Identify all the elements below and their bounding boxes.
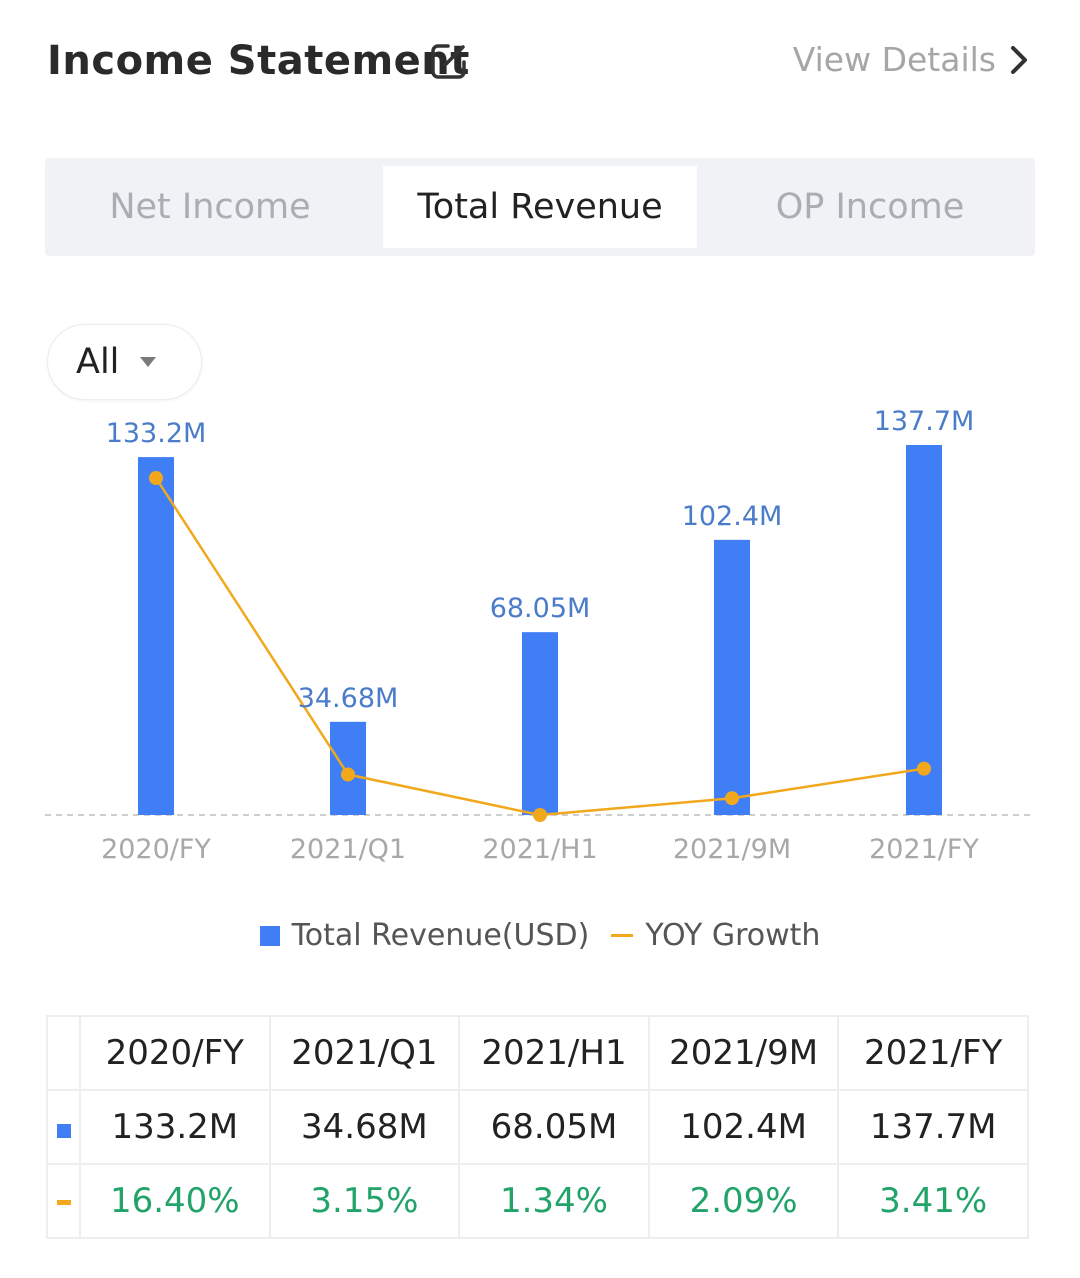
edit-icon[interactable] [428, 40, 470, 82]
table-cell: 34.68M [268, 1089, 461, 1165]
legend-bar-swatch [259, 925, 280, 946]
table-header-cell: 2021/9M [647, 1015, 840, 1091]
x-tick-label: 2021/FY [869, 834, 979, 865]
tab-net-income[interactable]: Net Income [109, 187, 311, 227]
legend-label-yoy: YOY Growth [645, 918, 821, 953]
yoy-point-2021-h1 [533, 808, 547, 822]
bar-value-label: 133.2M [106, 418, 207, 449]
metric-tabs: Net Income Total Revenue OP Income [45, 158, 1035, 256]
table-header-cell: 2021/Q1 [268, 1015, 461, 1091]
caret-down-icon [140, 357, 157, 367]
table-row-revenue: 133.2M 34.68M 68.05M 102.4M 137.7M [46, 1089, 1029, 1165]
growth-marker-icon [56, 1200, 71, 1205]
bar-2020-fy [138, 457, 174, 815]
bar-value-label: 34.68M [298, 683, 399, 714]
bar-2021-9m [714, 539, 750, 815]
table-cell: 133.2M [79, 1089, 271, 1165]
legend-item-yoy[interactable]: YOY Growth [611, 918, 820, 953]
chart-legend: Total Revenue(USD) YOY Growth [0, 918, 1080, 953]
header: Income Statement View Details [0, 0, 1080, 120]
table-cell: 3.15% [268, 1163, 461, 1239]
revenue-marker-icon [56, 1124, 71, 1138]
table-cell: 68.05M [458, 1089, 650, 1165]
x-tick-label: 2021/9M [673, 834, 791, 865]
table-header-row: 2020/FY 2021/Q1 2021/H1 2021/9M 2021/FY [46, 1015, 1029, 1091]
legend-line-swatch [611, 934, 634, 937]
table-row-growth: 16.40% 3.15% 1.34% 2.09% 3.41% [46, 1163, 1029, 1239]
table-cell: 2.09% [647, 1163, 840, 1239]
x-tick-label: 2020/FY [101, 834, 211, 865]
table-cell: 1.34% [458, 1163, 650, 1239]
view-details-link[interactable]: View Details [793, 40, 1028, 79]
chevron-right-icon [1011, 45, 1027, 74]
table-corner-cell [46, 1015, 81, 1091]
table-cell: 3.41% [837, 1163, 1029, 1239]
table-cell: 102.4M [647, 1089, 840, 1165]
tab-op-income[interactable]: OP Income [775, 187, 965, 227]
table-row-marker [46, 1163, 81, 1239]
x-tick-label: 2021/Q1 [290, 834, 406, 865]
bar-value-label: 137.7M [874, 406, 975, 437]
data-table: 2020/FY 2021/Q1 2021/H1 2021/9M 2021/FY … [46, 1015, 1029, 1239]
bar-value-label: 68.05M [490, 593, 591, 624]
table-cell: 16.40% [79, 1163, 271, 1239]
bar-2021-h1 [522, 632, 558, 815]
table-header-cell: 2021/H1 [458, 1015, 650, 1091]
table-header-cell: 2021/FY [837, 1015, 1029, 1091]
legend-item-revenue[interactable]: Total Revenue(USD) [259, 918, 590, 953]
table-header-cell: 2020/FY [79, 1015, 271, 1091]
x-tick-label: 2021/H1 [482, 834, 597, 865]
period-filter-dropdown[interactable]: All [47, 324, 202, 400]
tab-total-revenue[interactable]: Total Revenue [383, 166, 697, 248]
table-cell: 137.7M [837, 1089, 1029, 1165]
view-details-label: View Details [792, 40, 996, 79]
bar-2021-fy [906, 445, 942, 815]
revenue-chart: 133.2M 34.68M 68.05M 102.4M 137.7M 2020/FY 202… [45, 406, 1035, 865]
period-filter-value: All [76, 342, 120, 382]
yoy-point-2021-q1 [341, 767, 355, 782]
yoy-point-2021-9m [725, 791, 739, 806]
page-title: Income Statement [47, 38, 470, 84]
yoy-point-2021-fy [917, 761, 931, 776]
legend-label-revenue: Total Revenue(USD) [291, 918, 590, 953]
yoy-point-2020-fy [149, 471, 163, 485]
table-row-marker [46, 1089, 81, 1165]
bar-value-label: 102.4M [682, 501, 783, 532]
